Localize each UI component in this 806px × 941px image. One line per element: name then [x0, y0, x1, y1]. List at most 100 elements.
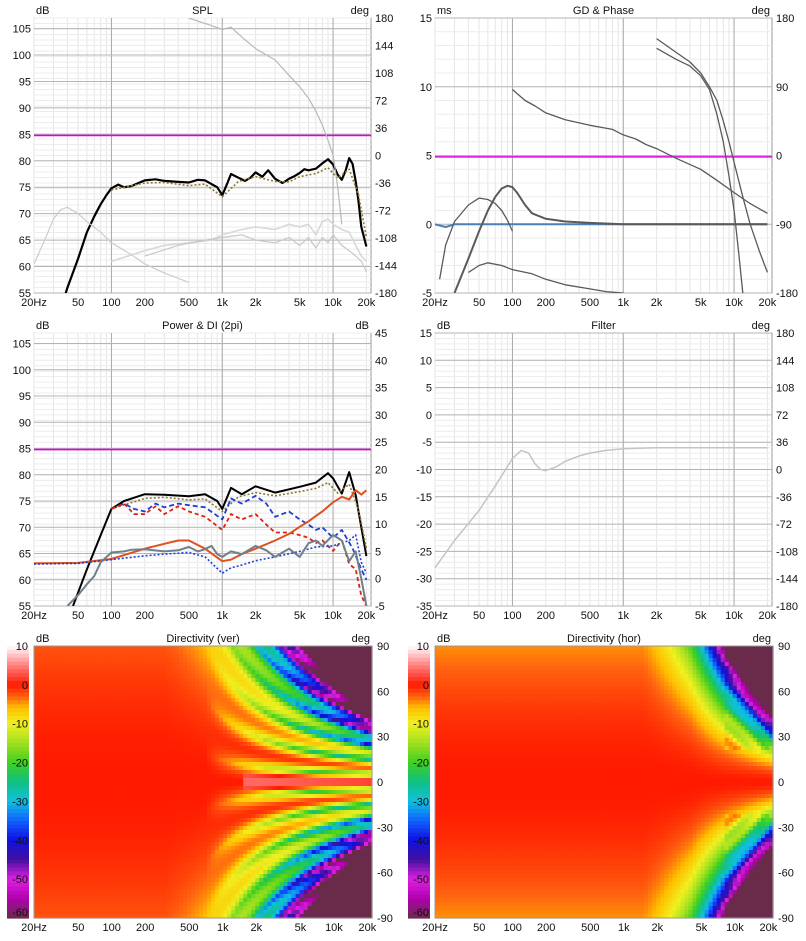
- heatmap-cell: [130, 730, 136, 735]
- heatmap-cell: [134, 758, 140, 763]
- heatmap-cell: [255, 898, 260, 903]
- heatmap-cell: [279, 782, 285, 787]
- heatmap-cell: [150, 858, 156, 863]
- heatmap-cell: [102, 754, 108, 759]
- heatmap-cell: [170, 886, 176, 891]
- heatmap-cell: [271, 866, 277, 871]
- heatmap-cell: [178, 866, 184, 871]
- heatmap-cell: [122, 658, 128, 663]
- heatmap-cell: [186, 794, 192, 799]
- heatmap-cell: [134, 674, 140, 679]
- heatmap-cell: [295, 682, 301, 687]
- heatmap-cell: [239, 910, 244, 915]
- heatmap-cell: [223, 842, 228, 847]
- heatmap-cell: [235, 810, 240, 815]
- heatmap-cell: [247, 870, 252, 875]
- heatmap-cell: [82, 906, 87, 911]
- heatmap-cell: [194, 798, 200, 803]
- heatmap-cell: [54, 714, 59, 719]
- heatmap-cell: [299, 650, 305, 655]
- heatmap-cell: [255, 742, 260, 747]
- x-tick-label: 1k: [617, 610, 629, 622]
- heatmap-cell: [170, 870, 176, 875]
- heatmap-cell: [263, 762, 268, 767]
- heatmap-cell: [162, 706, 168, 711]
- heatmap-cell: [194, 658, 200, 663]
- heatmap-cell: [198, 718, 204, 723]
- heatmap-cell: [178, 654, 184, 659]
- y-tick-label: 85: [19, 444, 31, 456]
- heatmap-cell: [150, 726, 156, 731]
- heatmap-cell: [219, 690, 224, 695]
- heatmap-cell: [275, 770, 281, 775]
- heatmap-cell: [223, 886, 228, 891]
- heatmap-cell: [66, 762, 71, 767]
- heatmap-cell: [82, 714, 87, 719]
- y-tick-label: 80: [19, 470, 31, 482]
- heatmap-cell: [62, 814, 67, 819]
- heatmap-cell: [146, 826, 152, 831]
- heatmap-cell: [207, 742, 212, 747]
- heatmap-cell: [247, 798, 252, 803]
- heatmap-cell: [178, 730, 184, 735]
- heatmap-cell: [211, 778, 216, 783]
- heatmap-cell: [219, 866, 224, 871]
- heatmap-cell: [207, 794, 212, 799]
- heatmap-cell: [158, 790, 164, 795]
- heatmap-cell: [198, 662, 204, 667]
- heatmap-cell: [279, 690, 285, 695]
- heatmap-cell: [90, 874, 95, 879]
- heatmap-cell: [174, 654, 180, 659]
- heatmap-cell: [227, 702, 232, 707]
- heatmap-cell: [219, 794, 224, 799]
- heatmap-cell: [235, 730, 240, 735]
- heatmap-cell: [142, 770, 148, 775]
- heatmap-cell: [170, 674, 176, 679]
- heatmap-cell: [86, 694, 91, 699]
- heatmap-cell: [223, 802, 228, 807]
- heatmap-cell: [122, 682, 128, 687]
- heatmap-cell: [271, 702, 277, 707]
- heatmap-cell: [82, 806, 87, 811]
- heatmap-cell: [70, 750, 75, 755]
- heatmap-cell: [227, 886, 232, 891]
- heatmap-cell: [239, 906, 244, 911]
- heatmap-cell: [235, 678, 240, 683]
- heatmap-cell: [235, 654, 240, 659]
- heatmap-cell: [291, 830, 297, 835]
- heatmap-cell: [90, 802, 95, 807]
- heatmap-cell: [263, 862, 268, 867]
- heatmap-cell: [122, 710, 128, 715]
- heatmap-cell: [38, 802, 43, 807]
- heatmap-cell: [162, 654, 168, 659]
- heatmap-cell: [251, 826, 256, 831]
- heatmap-cell: [198, 822, 204, 827]
- heatmap-cell: [295, 686, 301, 691]
- heatmap-cell: [243, 874, 248, 879]
- heatmap-cell: [182, 906, 188, 911]
- heatmap-cell: [251, 714, 256, 719]
- heatmap-cell: [86, 710, 91, 715]
- heatmap-cell: [162, 886, 168, 891]
- x-tick-label: 20Hz: [422, 610, 448, 622]
- heatmap-cell: [259, 758, 264, 763]
- heatmap-cell: [263, 686, 268, 691]
- heatmap-cell: [166, 774, 172, 779]
- heatmap-cell: [110, 734, 116, 739]
- heatmap-cell: [82, 878, 87, 883]
- heatmap-cell: [54, 774, 59, 779]
- heatmap-cell: [227, 854, 232, 859]
- heatmap-cell: [38, 690, 43, 695]
- heatmap-cell: [98, 770, 103, 775]
- heatmap-cell: [223, 870, 228, 875]
- heatmap-cell: [251, 894, 256, 899]
- heatmap-cell: [154, 838, 160, 843]
- heatmap-cell: [215, 854, 220, 859]
- heatmap-cell: [114, 798, 120, 803]
- heatmap-cell: [203, 766, 208, 771]
- heatmap-cell: [178, 838, 184, 843]
- heatmap-cell: [102, 878, 108, 883]
- heatmap-cell: [98, 754, 103, 759]
- heatmap-cell: [46, 746, 51, 751]
- heatmap-cell: [247, 838, 252, 843]
